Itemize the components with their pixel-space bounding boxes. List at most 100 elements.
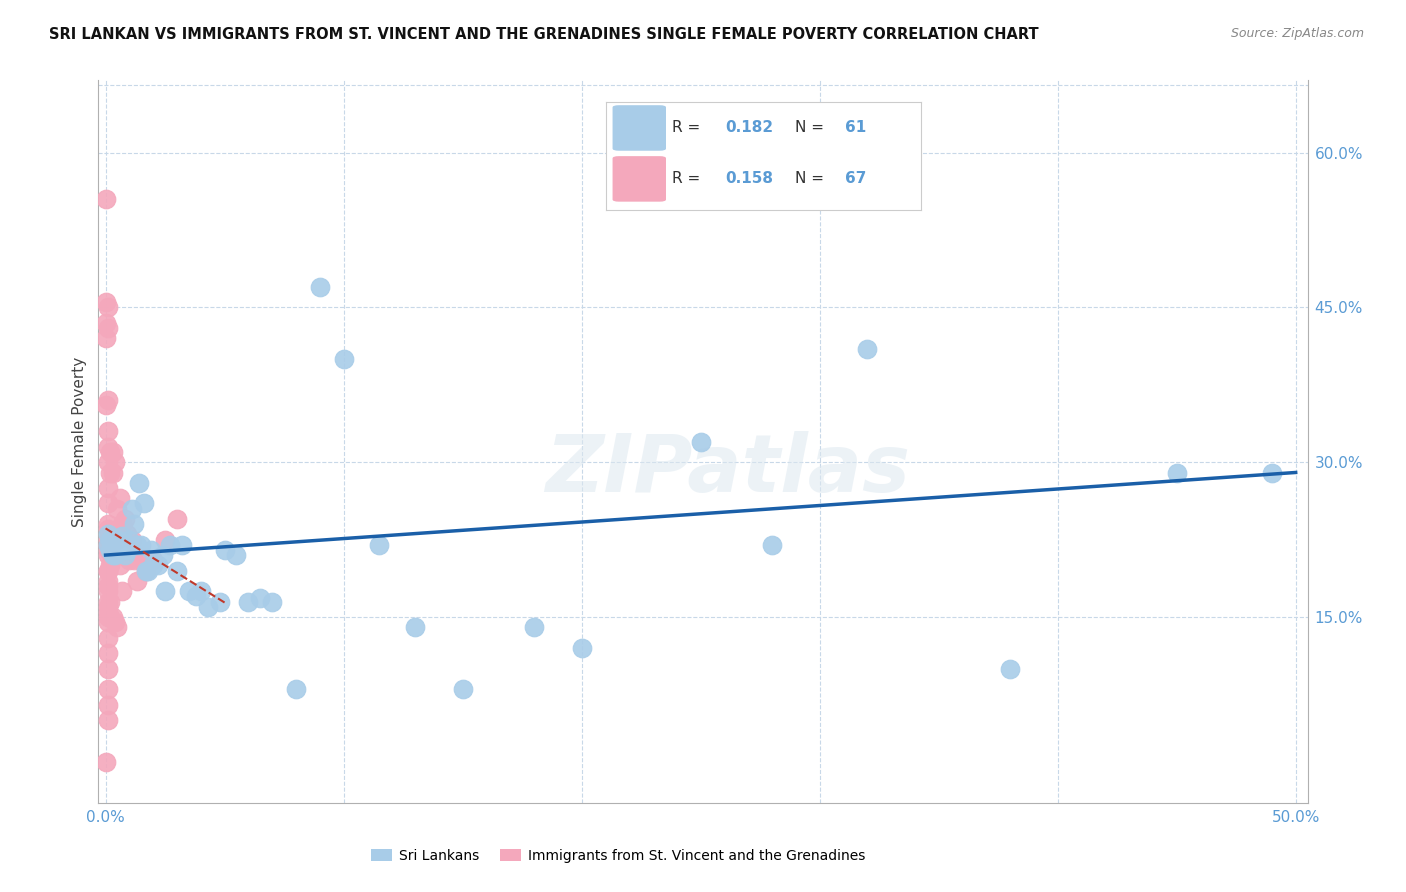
Point — [111, 542, 134, 557]
Point — [97, 574, 120, 588]
Point — [856, 342, 879, 356]
Point — [107, 501, 129, 516]
Point — [97, 662, 120, 676]
Point — [135, 564, 157, 578]
Point — [94, 398, 117, 412]
Point — [104, 615, 127, 630]
Point — [101, 548, 124, 562]
Point — [97, 538, 120, 552]
Point — [97, 615, 120, 630]
Point — [166, 564, 188, 578]
Point — [107, 620, 129, 634]
Point — [332, 351, 354, 366]
Point — [1261, 466, 1284, 480]
Point — [170, 538, 193, 552]
Point — [262, 594, 284, 608]
Point — [630, 166, 652, 180]
Point — [166, 512, 188, 526]
Point — [118, 533, 141, 547]
Point — [97, 440, 120, 454]
Point — [101, 445, 124, 459]
Point — [97, 564, 120, 578]
Point — [122, 517, 145, 532]
Point — [104, 455, 127, 469]
Point — [121, 533, 143, 547]
Point — [238, 594, 260, 608]
Point — [129, 553, 152, 567]
Point — [225, 548, 247, 562]
Point — [451, 682, 474, 697]
Point — [108, 491, 131, 506]
Point — [129, 538, 152, 552]
Text: Source: ZipAtlas.com: Source: ZipAtlas.com — [1230, 27, 1364, 40]
Point — [107, 533, 129, 547]
Point — [142, 558, 165, 573]
Point — [114, 512, 136, 526]
Y-axis label: Single Female Poverty: Single Female Poverty — [72, 357, 87, 526]
Point — [285, 682, 308, 697]
Point — [114, 548, 136, 562]
Point — [107, 542, 129, 557]
Point — [404, 620, 426, 634]
Point — [115, 538, 138, 552]
Point — [97, 713, 120, 727]
Legend: Sri Lankans, Immigrants from St. Vincent and the Grenadines: Sri Lankans, Immigrants from St. Vincent… — [366, 843, 870, 868]
Point — [152, 548, 174, 562]
Point — [98, 594, 121, 608]
Point — [97, 301, 120, 315]
Point — [97, 533, 120, 547]
Point — [97, 594, 120, 608]
Point — [97, 682, 120, 697]
Point — [177, 584, 200, 599]
Point — [184, 590, 207, 604]
Point — [114, 540, 136, 554]
Point — [153, 584, 176, 599]
Point — [108, 535, 131, 549]
Point — [97, 579, 120, 593]
Point — [121, 501, 143, 516]
Point — [190, 584, 212, 599]
Point — [125, 574, 148, 588]
Point — [118, 540, 141, 554]
Point — [125, 538, 148, 552]
Point — [998, 662, 1021, 676]
Point — [135, 564, 157, 578]
Point — [523, 620, 546, 634]
Text: ZIPatlas: ZIPatlas — [544, 432, 910, 509]
Point — [104, 535, 127, 549]
Point — [97, 393, 120, 408]
Point — [97, 631, 120, 645]
Text: SRI LANKAN VS IMMIGRANTS FROM ST. VINCENT AND THE GRENADINES SINGLE FEMALE POVER: SRI LANKAN VS IMMIGRANTS FROM ST. VINCEN… — [49, 27, 1039, 42]
Point — [97, 321, 120, 335]
Point — [97, 522, 120, 536]
Point — [101, 610, 124, 624]
Point — [208, 594, 231, 608]
Point — [97, 527, 120, 541]
Point — [115, 527, 138, 541]
Point — [111, 584, 134, 599]
Point — [1166, 466, 1188, 480]
Point — [128, 475, 150, 490]
Point — [94, 295, 117, 310]
Point — [142, 553, 165, 567]
Point — [94, 316, 117, 330]
Point — [98, 445, 121, 459]
Point — [368, 538, 391, 552]
Point — [111, 517, 134, 532]
Point — [94, 192, 117, 206]
Point — [97, 610, 120, 624]
Point — [97, 599, 120, 614]
Point — [104, 548, 127, 562]
Point — [97, 455, 120, 469]
Point — [308, 279, 330, 293]
Point — [101, 466, 124, 480]
Point — [122, 553, 145, 567]
Point — [94, 755, 117, 769]
Point — [97, 584, 120, 599]
Point — [97, 481, 120, 495]
Point — [118, 553, 141, 567]
Point — [761, 538, 783, 552]
Point — [97, 517, 120, 532]
Point — [153, 533, 176, 547]
Point — [159, 538, 181, 552]
